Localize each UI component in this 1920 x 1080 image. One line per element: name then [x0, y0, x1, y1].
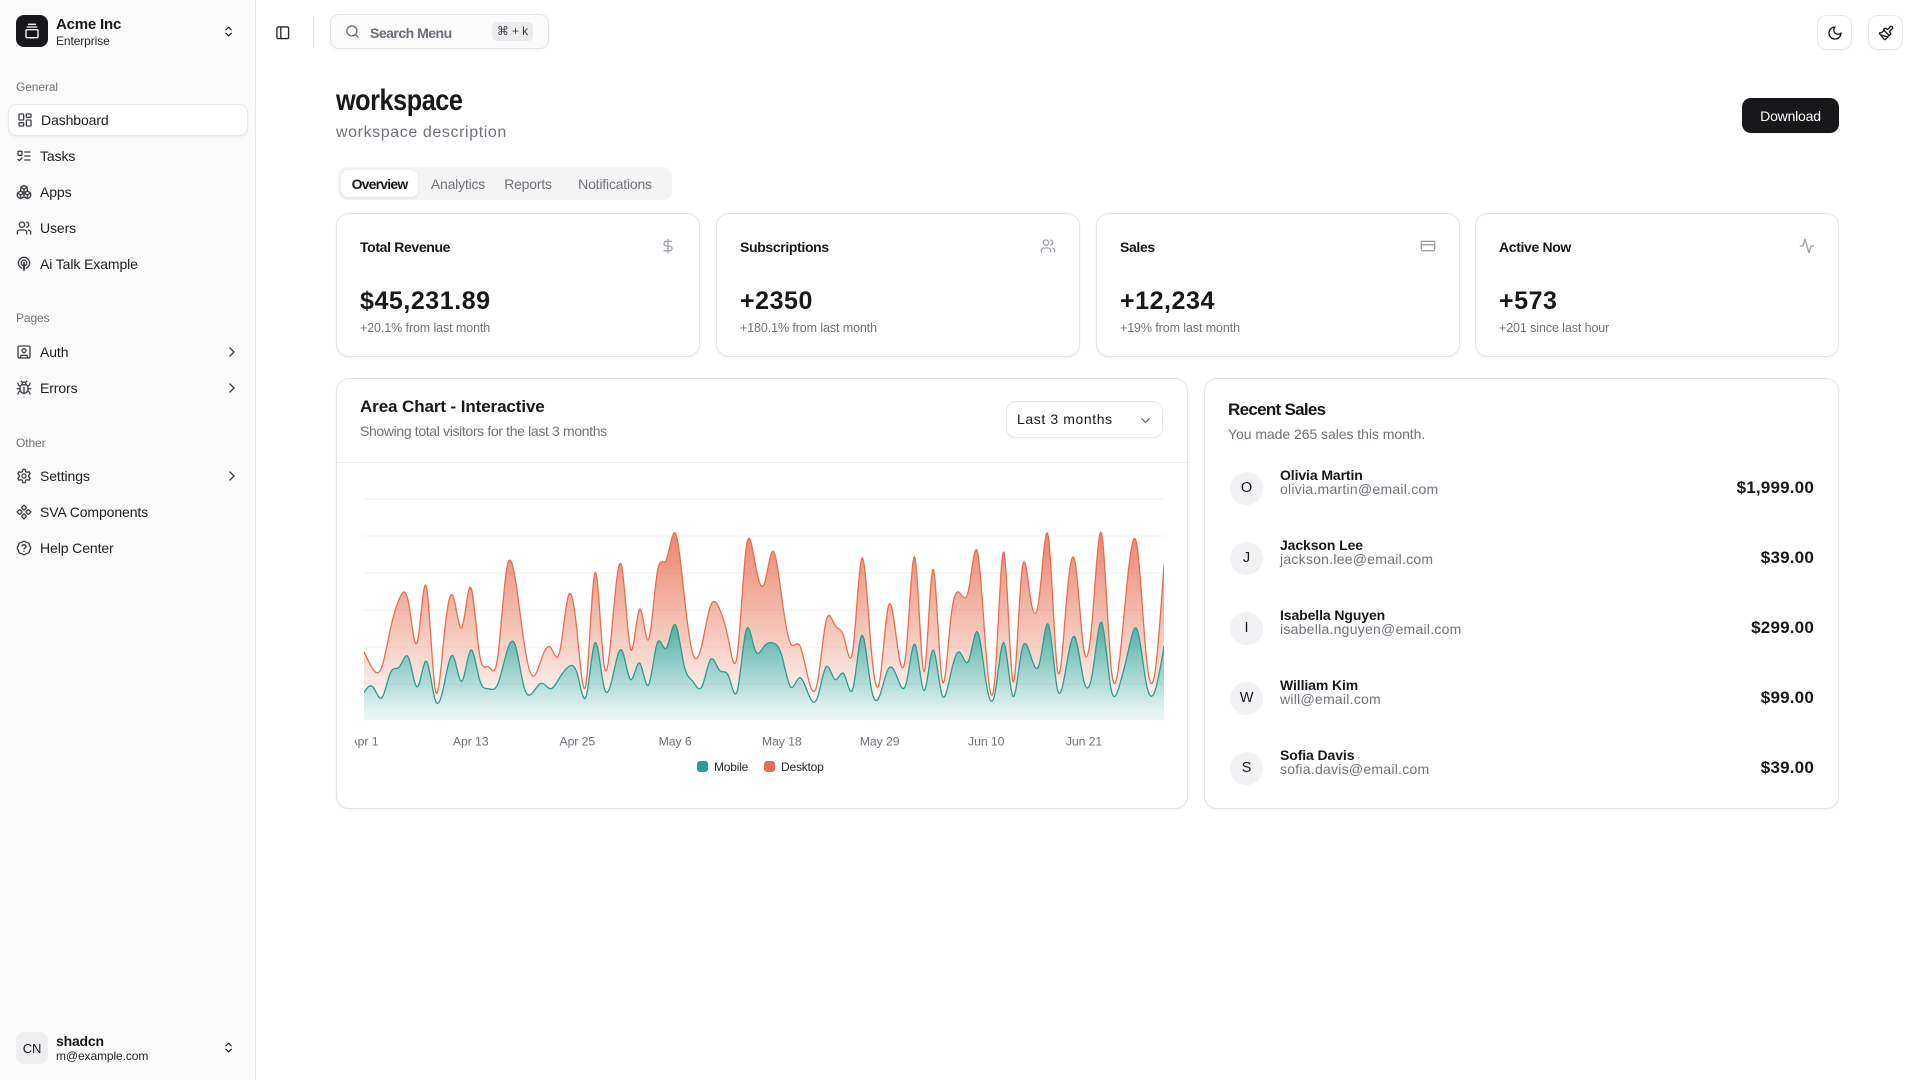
svg-text:May 29: May 29: [860, 735, 900, 749]
svg-text:May 18: May 18: [762, 735, 802, 749]
svg-text:Jun 21: Jun 21: [1066, 735, 1103, 749]
svg-text:Apr 1: Apr 1: [355, 735, 379, 749]
svg-text:Apr 25: Apr 25: [559, 735, 595, 749]
svg-text:Jun 10: Jun 10: [968, 735, 1005, 749]
svg-text:Apr 13: Apr 13: [453, 735, 489, 749]
svg-text:May 6: May 6: [659, 735, 692, 749]
